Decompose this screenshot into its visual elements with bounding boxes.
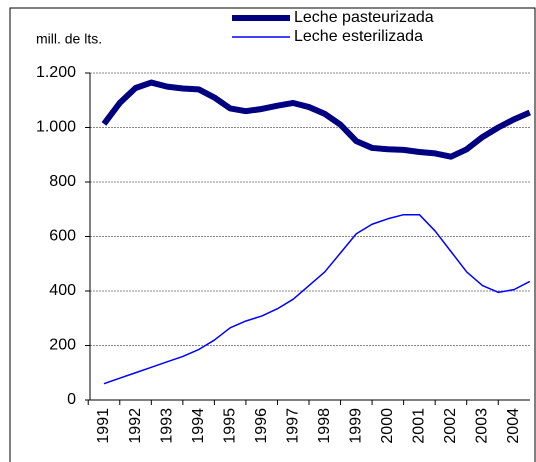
y-axis-label: mill. de lts. — [36, 31, 102, 47]
x-tick-label: 1998 — [316, 408, 333, 444]
x-tick-label: 1995 — [221, 408, 238, 444]
x-tick-label: 2002 — [442, 408, 459, 444]
x-tick-label: 1994 — [190, 408, 207, 444]
legend-label: Leche pasteurizada — [294, 9, 434, 26]
x-tick-label: 1991 — [95, 408, 112, 444]
legend-label: Leche esterilizada — [294, 28, 423, 45]
y-tick-label: 200 — [49, 337, 76, 354]
x-tick-label: 1999 — [348, 408, 365, 444]
x-tick-label: 2000 — [379, 408, 396, 444]
y-tick-label: 400 — [49, 282, 76, 299]
x-tick-label: 1993 — [158, 408, 175, 444]
series-line — [103, 213, 531, 385]
x-tick-label: 2004 — [505, 408, 522, 444]
x-tick-label: 1992 — [127, 408, 144, 444]
y-tick-label: 600 — [49, 228, 76, 245]
y-tick-label: 1.200 — [36, 64, 76, 81]
y-tick-label: 800 — [49, 173, 76, 190]
y-tick-label: 0 — [67, 391, 76, 408]
frame — [9, 7, 536, 462]
y-tick-label: 1.000 — [36, 119, 76, 136]
x-tick-label: 1997 — [284, 408, 301, 444]
x-tick-label: 1996 — [253, 408, 270, 444]
x-tick-label: 2003 — [474, 408, 491, 444]
x-tick-label: 2001 — [411, 408, 428, 444]
series-line — [101, 79, 531, 160]
